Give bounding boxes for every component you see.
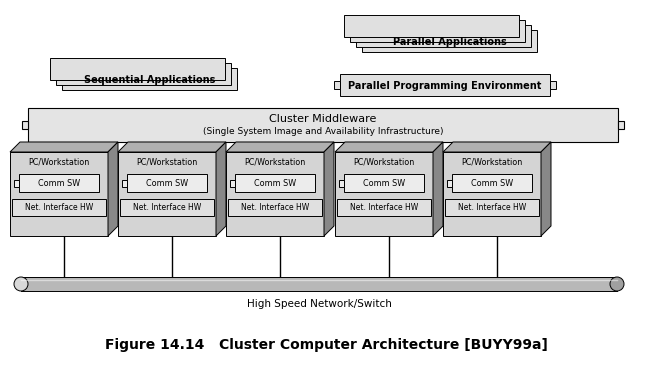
Polygon shape: [618, 121, 624, 129]
Polygon shape: [350, 20, 525, 42]
Text: Comm SW: Comm SW: [146, 178, 188, 188]
Text: (Single System Image and Availability Infrastructure): (Single System Image and Availability In…: [203, 127, 443, 135]
Polygon shape: [12, 199, 106, 216]
Text: Sequential Applications: Sequential Applications: [84, 75, 215, 85]
Polygon shape: [10, 152, 108, 236]
Text: Net. Interface HW: Net. Interface HW: [241, 203, 309, 212]
Polygon shape: [230, 179, 235, 186]
Text: Comm SW: Comm SW: [38, 178, 80, 188]
Polygon shape: [226, 152, 324, 236]
Polygon shape: [120, 199, 214, 216]
Ellipse shape: [610, 277, 624, 291]
Text: Net. Interface HW: Net. Interface HW: [133, 203, 201, 212]
Polygon shape: [216, 142, 226, 236]
Polygon shape: [118, 142, 226, 152]
Text: Net. Interface HW: Net. Interface HW: [458, 203, 526, 212]
Polygon shape: [108, 142, 118, 236]
Polygon shape: [226, 142, 334, 152]
Polygon shape: [433, 142, 443, 236]
Polygon shape: [28, 108, 618, 142]
Polygon shape: [362, 30, 537, 52]
Polygon shape: [228, 199, 322, 216]
Text: Net. Interface HW: Net. Interface HW: [350, 203, 418, 212]
Polygon shape: [452, 174, 532, 192]
Polygon shape: [445, 199, 539, 216]
Polygon shape: [447, 179, 452, 186]
Text: Comm SW: Comm SW: [254, 178, 296, 188]
Polygon shape: [443, 152, 541, 236]
Polygon shape: [443, 142, 551, 152]
Polygon shape: [127, 174, 207, 192]
Polygon shape: [122, 179, 127, 186]
Text: Comm SW: Comm SW: [471, 178, 513, 188]
Text: Figure 14.14   Cluster Computer Architecture [BUYY99a]: Figure 14.14 Cluster Computer Architectu…: [104, 338, 548, 352]
Text: PC/Workstation: PC/Workstation: [136, 157, 198, 166]
Text: Net. Interface HW: Net. Interface HW: [25, 203, 93, 212]
Text: Cluster Middleware: Cluster Middleware: [269, 114, 377, 124]
Polygon shape: [118, 152, 216, 236]
Polygon shape: [356, 25, 531, 47]
Polygon shape: [50, 58, 225, 80]
Polygon shape: [340, 74, 550, 96]
Text: Parallel Applications: Parallel Applications: [393, 37, 507, 47]
Polygon shape: [335, 142, 443, 152]
Text: PC/Workstation: PC/Workstation: [353, 157, 415, 166]
Polygon shape: [56, 63, 231, 85]
Polygon shape: [541, 142, 551, 236]
Text: PC/Workstation: PC/Workstation: [29, 157, 89, 166]
Polygon shape: [339, 179, 344, 186]
Polygon shape: [14, 179, 19, 186]
Polygon shape: [344, 15, 519, 37]
Polygon shape: [335, 152, 433, 236]
Text: Parallel Programming Environment: Parallel Programming Environment: [348, 81, 542, 91]
Polygon shape: [550, 81, 556, 89]
Polygon shape: [62, 68, 237, 90]
Polygon shape: [22, 121, 28, 129]
Text: Comm SW: Comm SW: [363, 178, 405, 188]
Text: PC/Workstation: PC/Workstation: [462, 157, 523, 166]
Text: PC/Workstation: PC/Workstation: [244, 157, 306, 166]
Polygon shape: [19, 174, 99, 192]
Polygon shape: [324, 142, 334, 236]
Polygon shape: [21, 277, 617, 291]
Polygon shape: [235, 174, 315, 192]
Polygon shape: [344, 174, 424, 192]
Polygon shape: [334, 81, 340, 89]
Ellipse shape: [14, 277, 28, 291]
Polygon shape: [10, 142, 118, 152]
Polygon shape: [337, 199, 431, 216]
Text: High Speed Network/Switch: High Speed Network/Switch: [246, 299, 391, 309]
